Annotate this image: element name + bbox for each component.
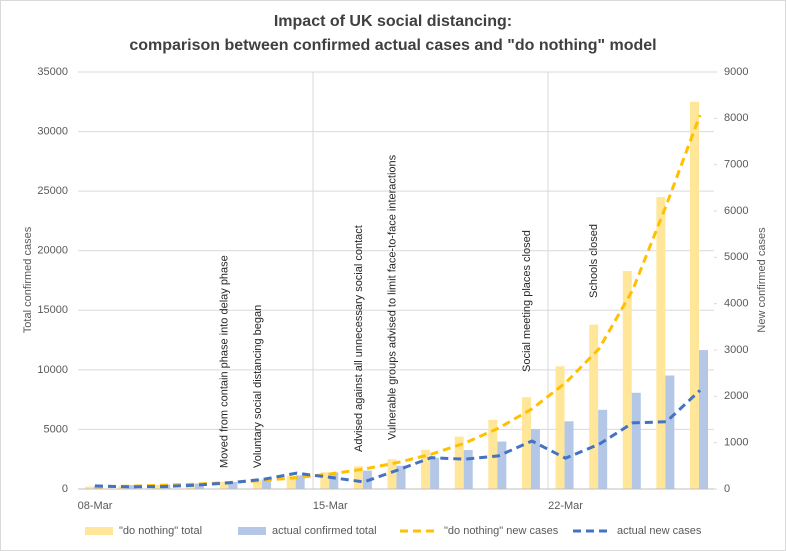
y2-tick-label: 4000 — [724, 298, 748, 310]
y-tick-label: 25000 — [37, 185, 68, 197]
x-tick-label: 22-Mar — [548, 500, 583, 512]
bar — [152, 484, 162, 489]
legend-label: "do nothing" new cases — [444, 525, 559, 537]
bar — [387, 459, 397, 489]
y2-tick-label: 9000 — [724, 66, 748, 78]
bar — [421, 449, 431, 489]
y-tick-label: 5000 — [44, 423, 68, 435]
bar — [396, 465, 406, 489]
bar — [622, 270, 632, 489]
y2-tick-label: 6000 — [724, 205, 748, 217]
bar — [699, 350, 708, 489]
bar — [454, 436, 464, 489]
y2-tick-label: 8000 — [724, 112, 748, 124]
x-tick-label: 08-Mar — [78, 500, 113, 512]
y-tick-label: 35000 — [37, 66, 68, 78]
chart-title: Impact of UK social distancing: — [274, 13, 512, 30]
legend-label: actual confirmed total — [272, 525, 377, 537]
y2-tick-label: 2000 — [724, 390, 748, 402]
bar — [286, 475, 296, 489]
bar — [353, 466, 363, 489]
y-tick-label: 15000 — [37, 304, 68, 316]
y-tick-label: 0 — [62, 483, 68, 495]
bar — [320, 472, 330, 489]
bar — [530, 429, 540, 489]
bar — [690, 101, 699, 490]
bar — [521, 397, 531, 489]
annotation: Social meeting places closed — [521, 230, 533, 372]
bar — [497, 441, 507, 489]
bar — [228, 481, 238, 489]
annotation: Schools closed — [588, 224, 600, 298]
y2-tick-label: 1000 — [724, 437, 748, 449]
annotation: Advised against all unnecessary social c… — [353, 225, 365, 452]
bar — [262, 479, 272, 489]
bar — [589, 324, 599, 489]
y2-tick-label: 7000 — [724, 159, 748, 171]
line-series — [94, 114, 702, 489]
bar — [598, 409, 608, 489]
x-tick-label: 15-Mar — [313, 500, 348, 512]
y2-tick-label: 0 — [724, 483, 730, 495]
legend-swatch — [238, 527, 266, 535]
annotation: Voluntary social distancing began — [252, 305, 264, 468]
annotation: Moved from contain phase into delay phas… — [218, 255, 230, 468]
bar — [85, 486, 94, 489]
bar — [665, 375, 675, 489]
bar — [329, 472, 339, 489]
y-axis-title: Total confirmed cases — [22, 226, 34, 333]
annotation: Vulnerable groups advised to limit face-… — [386, 154, 398, 440]
bar — [631, 392, 641, 489]
y2-axis-title: New confirmed cases — [756, 227, 768, 333]
y-tick-label: 10000 — [37, 364, 68, 376]
bar — [555, 366, 565, 489]
bar — [463, 450, 473, 489]
y2-tick-label: 5000 — [724, 251, 748, 263]
legend-label: actual new cases — [617, 525, 702, 537]
legend-label: "do nothing" total — [119, 525, 202, 537]
bar — [656, 197, 666, 489]
y-tick-label: 20000 — [37, 245, 68, 257]
bar — [488, 419, 498, 489]
bar — [295, 475, 305, 489]
chart-subtitle: comparison between confirmed actual case… — [129, 37, 656, 54]
bar — [127, 485, 137, 489]
bar — [253, 479, 263, 489]
line-series — [94, 389, 702, 489]
y2-tick-label: 3000 — [724, 344, 748, 356]
bar — [219, 481, 229, 489]
legend-swatch — [85, 527, 113, 535]
y-tick-label: 30000 — [37, 125, 68, 137]
bar — [430, 457, 440, 489]
